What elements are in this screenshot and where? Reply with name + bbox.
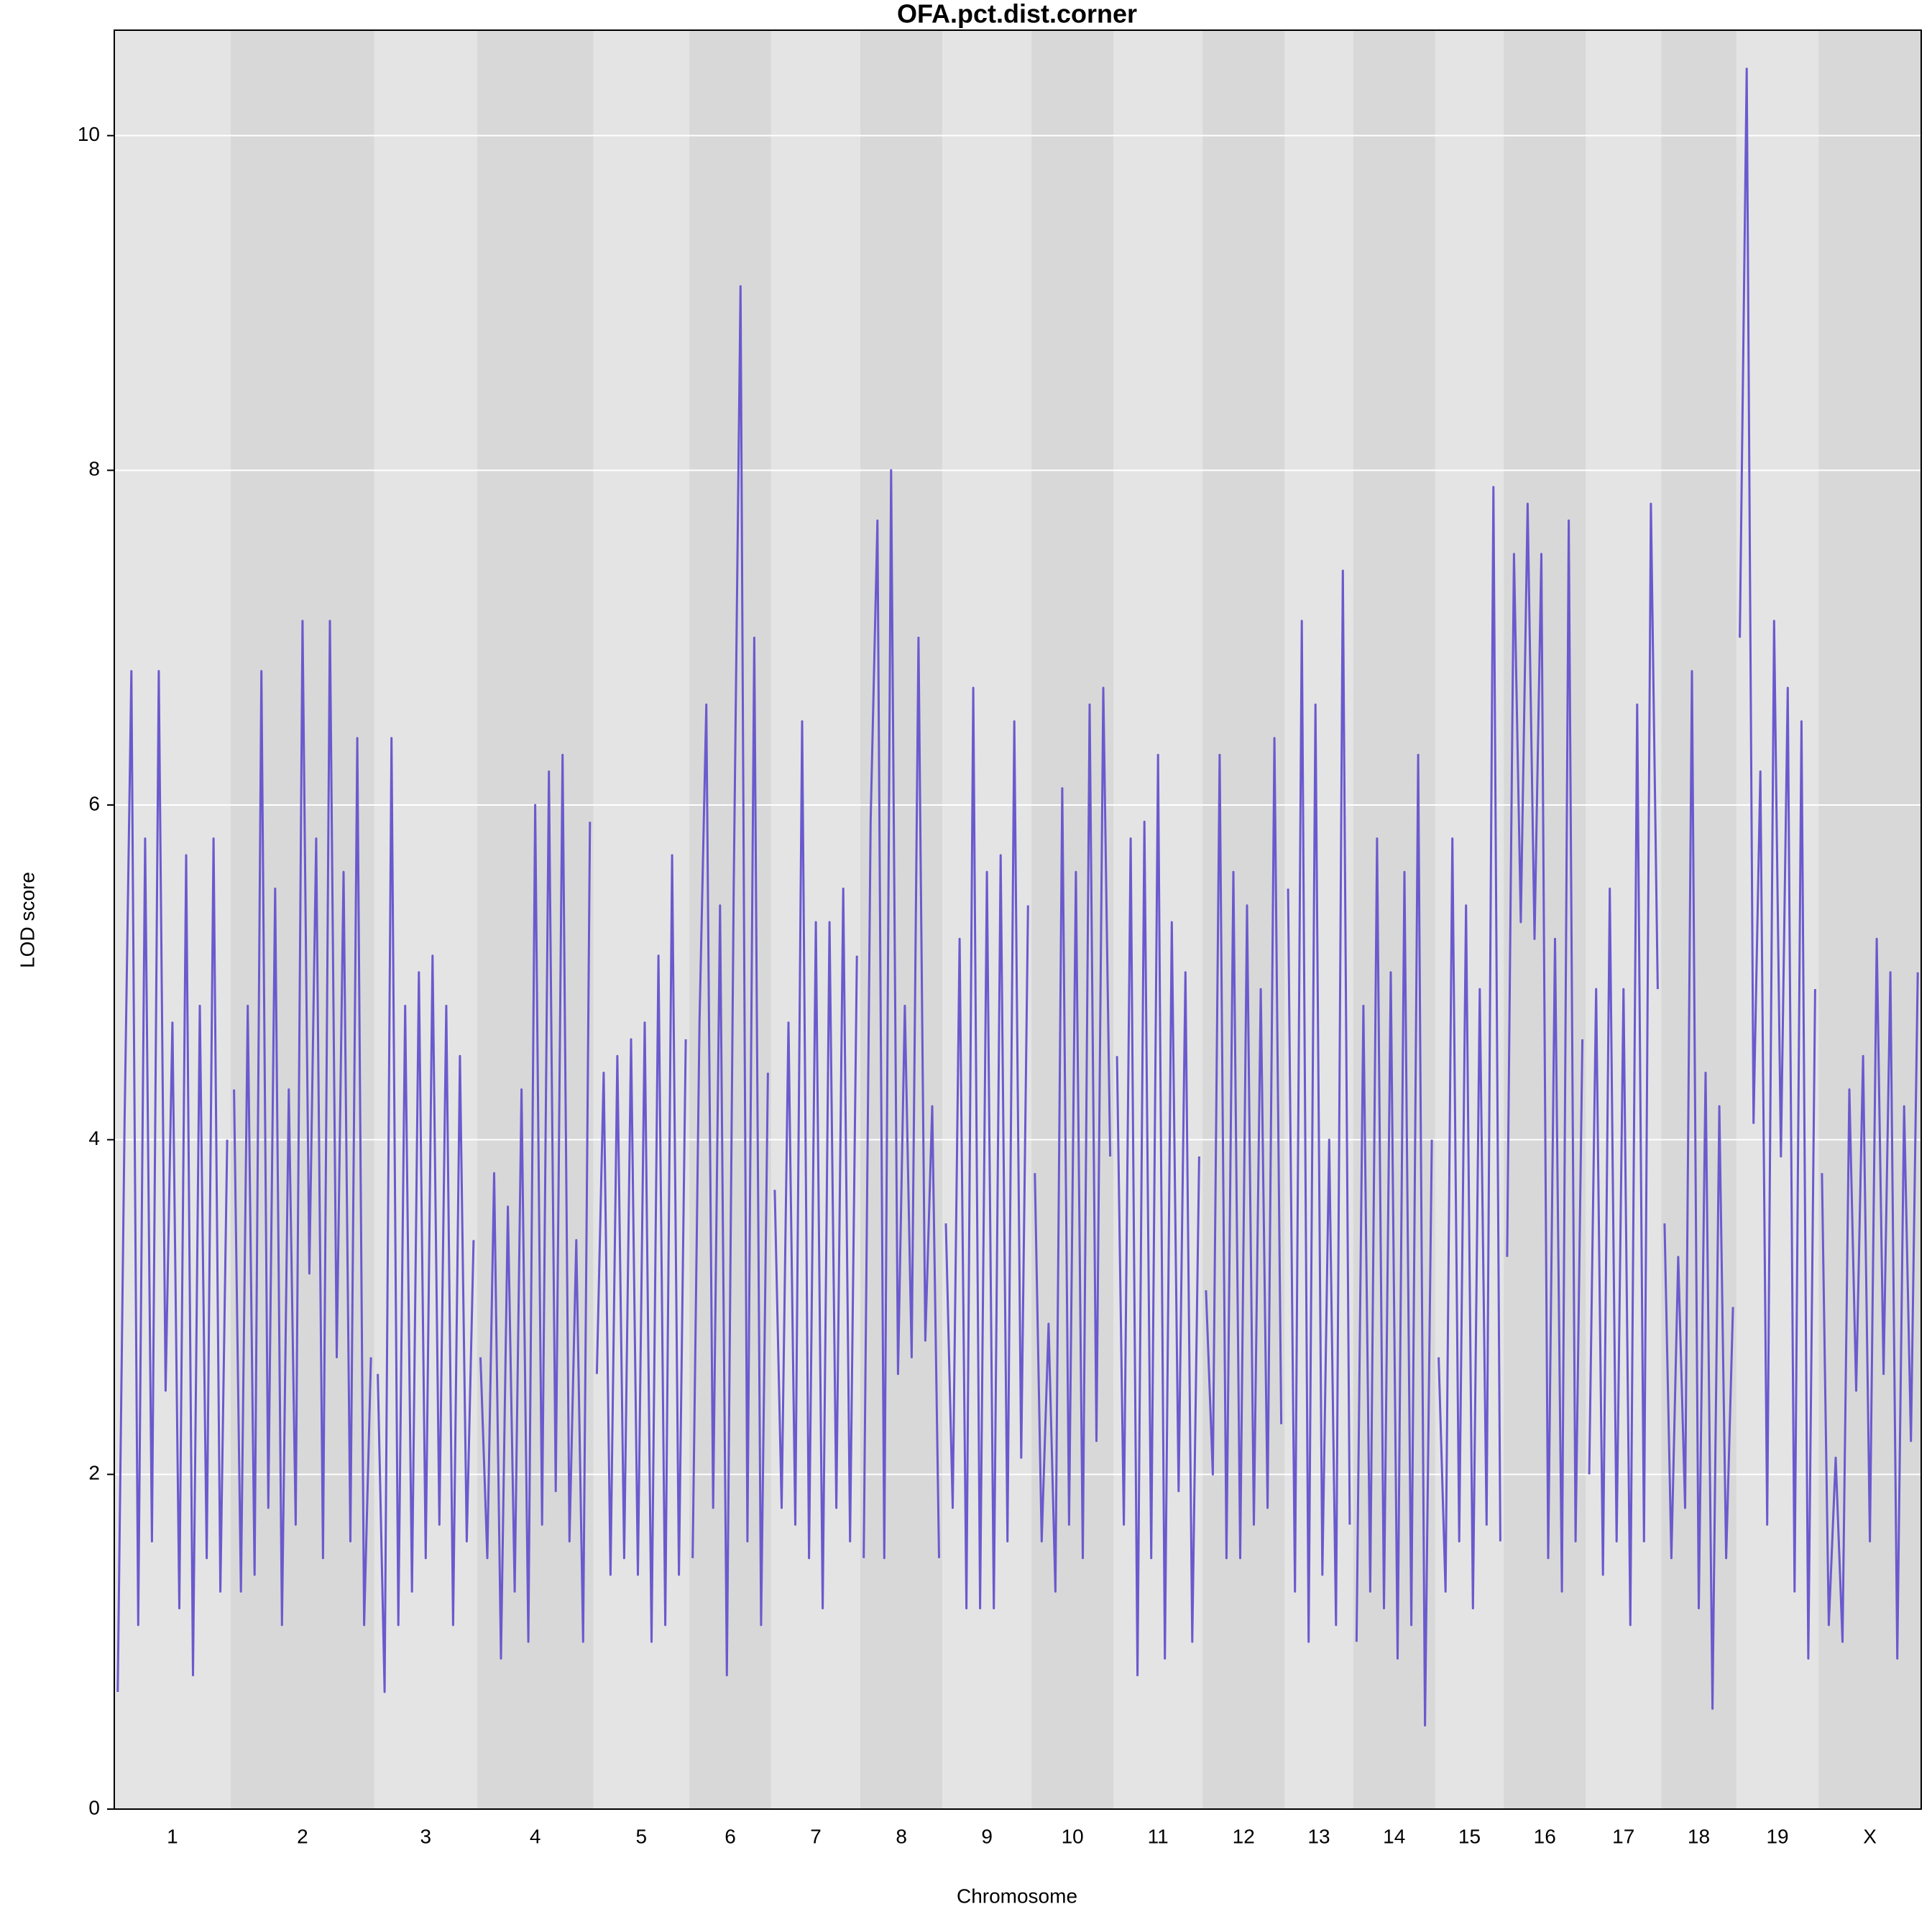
lod-curve xyxy=(1205,737,1283,1560)
lod-curve xyxy=(773,720,858,1610)
x-tick-label: 19 xyxy=(1766,1825,1788,1847)
lod-curve xyxy=(233,620,372,1627)
chromosome-band xyxy=(860,30,943,1809)
x-tick-label: 18 xyxy=(1688,1825,1710,1847)
lod-curve xyxy=(1116,753,1200,1677)
lod-curve xyxy=(479,753,592,1660)
x-tick-label: 12 xyxy=(1233,1825,1255,1847)
lod-curve xyxy=(377,737,475,1693)
x-tick-label: X xyxy=(1863,1825,1877,1847)
lod-curve xyxy=(1739,68,1816,1660)
y-tick-label: 0 xyxy=(88,1796,100,1818)
chromosome-band xyxy=(1031,30,1114,1809)
y-tick-label: 4 xyxy=(88,1127,100,1149)
lod-curve xyxy=(1438,486,1501,1610)
x-tick-label: 17 xyxy=(1612,1825,1634,1847)
x-tick-label: 14 xyxy=(1383,1825,1405,1847)
lod-curve xyxy=(691,285,769,1677)
lod-curve xyxy=(595,854,687,1643)
chromosome-band xyxy=(689,30,772,1809)
lod-curve xyxy=(1588,502,1659,1627)
lod-curve xyxy=(1663,670,1734,1710)
chromosome-band xyxy=(230,30,374,1809)
lod-curve xyxy=(1506,502,1584,1593)
plot-frame xyxy=(114,29,1922,1810)
lod-curve xyxy=(944,686,1029,1610)
x-tick-label: 6 xyxy=(724,1825,736,1847)
lod-curve xyxy=(862,469,940,1560)
chromosome-band xyxy=(593,30,689,1809)
x-tick-label: 3 xyxy=(420,1825,431,1847)
chromosome-band xyxy=(1113,30,1203,1809)
chromosome-band xyxy=(1202,30,1285,1809)
lod-curve xyxy=(116,670,229,1693)
x-tick-label: 9 xyxy=(981,1825,993,1847)
x-tick-label: 5 xyxy=(635,1825,647,1847)
lod-curve xyxy=(1034,686,1112,1593)
lod-curve xyxy=(1821,937,1919,1660)
x-tick-label: 16 xyxy=(1534,1825,1556,1847)
x-tick-label: 7 xyxy=(810,1825,822,1847)
y-axis-label: LOD score xyxy=(16,872,38,968)
x-axis-label: Chromosome xyxy=(957,1885,1077,1907)
x-tick-label: 8 xyxy=(896,1825,907,1847)
x-tick-label: 11 xyxy=(1148,1825,1169,1847)
chromosome-band xyxy=(771,30,860,1809)
x-tick-label: 4 xyxy=(530,1825,541,1847)
chart-title: OFA.pct.dist.corner xyxy=(897,0,1137,29)
x-tick-label: 15 xyxy=(1458,1825,1481,1847)
lod-curve xyxy=(1355,753,1433,1727)
y-tick-label: 6 xyxy=(88,792,100,814)
x-tick-label: 13 xyxy=(1307,1825,1330,1847)
x-tick-label: 2 xyxy=(297,1825,308,1847)
chromosome-band xyxy=(1586,30,1662,1809)
lod-curve xyxy=(1287,569,1351,1643)
y-tick-label: 8 xyxy=(88,458,100,480)
x-tick-label: 10 xyxy=(1062,1825,1084,1847)
chromosome-band xyxy=(1353,30,1435,1809)
y-tick-label: 2 xyxy=(88,1462,100,1484)
y-tick-label: 10 xyxy=(78,123,100,145)
x-tick-label: 1 xyxy=(167,1825,178,1847)
